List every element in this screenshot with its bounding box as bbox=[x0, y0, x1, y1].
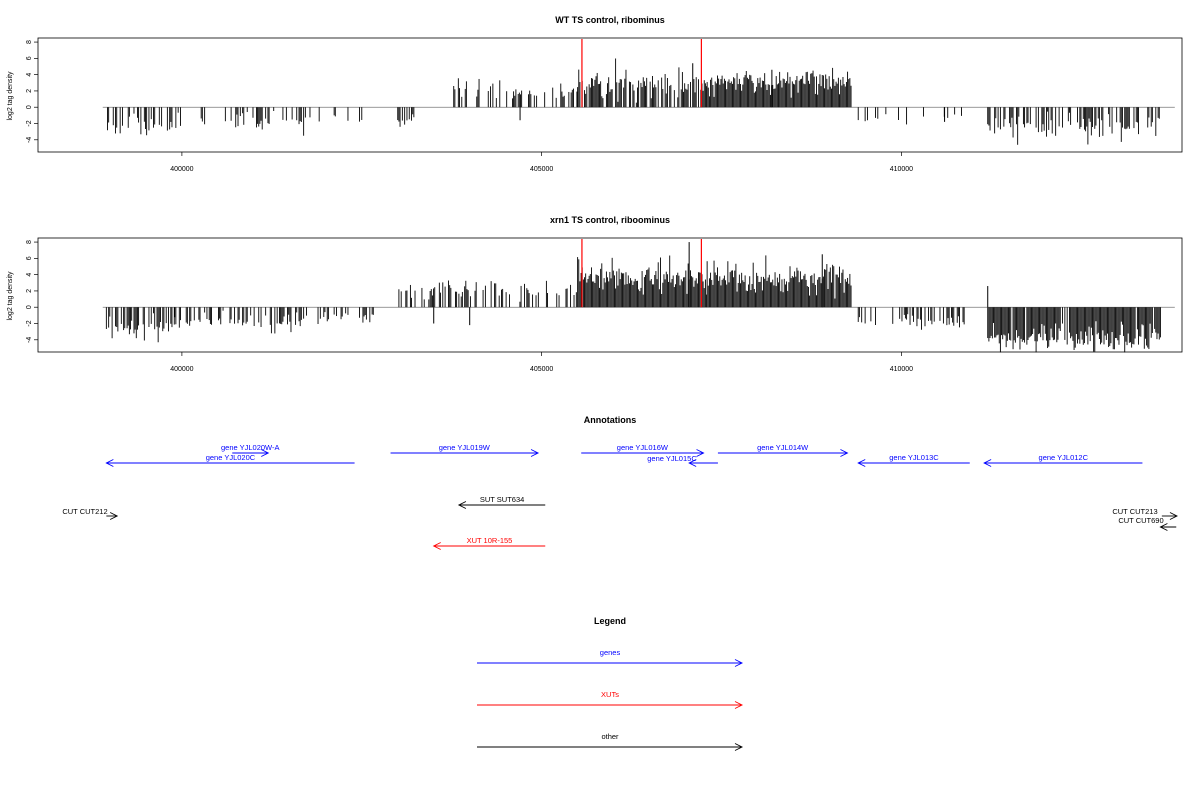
legend-arrow bbox=[477, 701, 744, 709]
marker-lines bbox=[581, 39, 702, 108]
x-tick-label: 400000 bbox=[170, 166, 193, 173]
feature-label: gene YJL016W bbox=[617, 443, 669, 452]
panel-title: WT TS control, ribominus bbox=[555, 15, 665, 25]
y-tick-label: 0 bbox=[26, 305, 33, 309]
panel-title: xrn1 TS control, riboominus bbox=[550, 215, 670, 225]
x-tick-label: 400000 bbox=[170, 366, 193, 373]
gene-arrow bbox=[390, 449, 540, 457]
gene-arrow bbox=[232, 449, 270, 457]
feature-gene: gene YJL013C bbox=[857, 453, 970, 467]
y-axis-label: log2 tag density bbox=[7, 271, 14, 321]
legend-label: genes bbox=[600, 648, 621, 657]
y-tick-label: -2 bbox=[26, 320, 33, 326]
density-bars bbox=[102, 58, 1175, 145]
x-tick-label: 410000 bbox=[890, 166, 913, 173]
legend-item: other bbox=[477, 732, 744, 751]
feature-gene: gene YJL020W-A bbox=[221, 443, 280, 457]
feature-label: CUT CUT213 bbox=[1112, 507, 1157, 516]
gene-arrow bbox=[581, 449, 705, 457]
feature-label: gene YJL020W-A bbox=[221, 443, 280, 452]
gene-arrow bbox=[717, 449, 849, 457]
other-arrow bbox=[457, 501, 546, 509]
y-tick-label: 4 bbox=[26, 73, 33, 77]
y-tick-label: 8 bbox=[26, 240, 33, 244]
feature-gene: gene YJL015C bbox=[647, 454, 718, 467]
y-tick-label: 4 bbox=[26, 273, 33, 277]
other-arrow bbox=[1161, 512, 1178, 520]
feature-label: gene YJL014W bbox=[757, 443, 809, 452]
wt-density-panel: WT TS control, ribominus -4 -2 0 2 4 6 8 log2 … bbox=[7, 15, 1183, 173]
feature-other: CUT CUT213 bbox=[1112, 507, 1178, 520]
feature-label: gene YJL012C bbox=[1039, 453, 1089, 462]
y-tick-label: -4 bbox=[26, 137, 33, 143]
xut-arrow bbox=[432, 542, 546, 550]
feature-other: SUT SUT634 bbox=[457, 495, 546, 509]
y-tick-label: -4 bbox=[26, 337, 33, 343]
gene-arrow bbox=[857, 459, 970, 467]
y-tick-label: -2 bbox=[26, 120, 33, 126]
annotations-title: Annotations bbox=[584, 415, 637, 425]
gene-arrow bbox=[983, 459, 1143, 467]
legend-arrow bbox=[477, 659, 744, 667]
marker-lines bbox=[581, 239, 702, 308]
feature-label: gene YJL015C bbox=[647, 454, 697, 463]
feature-label: gene YJL020C bbox=[206, 453, 256, 462]
y-tick-label: 2 bbox=[26, 89, 33, 93]
y-tick-label: 0 bbox=[26, 105, 33, 109]
legend-item: XUTs bbox=[477, 690, 744, 709]
legend-arrow bbox=[477, 743, 744, 751]
legend-title: Legend bbox=[594, 616, 626, 626]
density-bars bbox=[102, 242, 1175, 353]
feature-label: gene YJL013C bbox=[889, 453, 939, 462]
legend-item: genes bbox=[477, 648, 744, 667]
feature-label: XUT 10R-155 bbox=[467, 536, 513, 545]
x-tick-labels: 400000 405000 410000 bbox=[170, 352, 913, 373]
other-arrow bbox=[106, 512, 119, 520]
y-tick-label: 8 bbox=[26, 40, 33, 44]
feature-gene: gene YJL020C bbox=[105, 453, 355, 467]
gene-arrow bbox=[105, 459, 355, 467]
x-tick-label: 410000 bbox=[890, 366, 913, 373]
y-tick-label: 6 bbox=[26, 256, 33, 260]
plot-frame bbox=[37, 37, 1183, 153]
y-tick-label: 2 bbox=[26, 289, 33, 293]
feature-gene: gene YJL012C bbox=[983, 453, 1143, 467]
feature-gene: gene YJL014W bbox=[717, 443, 849, 457]
legend: Legend genes XUTs other bbox=[477, 616, 744, 751]
gene-arrow bbox=[688, 459, 718, 467]
plot-frame bbox=[37, 237, 1183, 353]
y-tick-labels: -4 -2 0 2 4 6 8 bbox=[26, 40, 38, 143]
feature-xut: XUT 10R-155 bbox=[432, 536, 546, 550]
x-tick-label: 405000 bbox=[530, 166, 553, 173]
feature-other: CUT CUT690 bbox=[1118, 516, 1177, 531]
feature-label: CUT CUT212 bbox=[62, 507, 107, 516]
feature-other: CUT CUT212 bbox=[62, 507, 119, 520]
feature-label: CUT CUT690 bbox=[1118, 516, 1163, 525]
x-tick-labels: 400000 405000 410000 bbox=[170, 152, 913, 173]
feature-gene: gene YJL016W bbox=[581, 443, 705, 457]
legend-label: other bbox=[601, 732, 619, 741]
legend-label: XUTs bbox=[601, 690, 619, 699]
legend-items: genes XUTs other bbox=[477, 648, 744, 751]
x-tick-label: 405000 bbox=[530, 366, 553, 373]
feature-label: SUT SUT634 bbox=[480, 495, 524, 504]
other-arrow bbox=[1159, 523, 1177, 531]
feature-label: gene YJL019W bbox=[439, 443, 491, 452]
y-tick-labels: -4 -2 0 2 4 6 8 bbox=[26, 240, 38, 343]
y-axis-label: log2 tag density bbox=[7, 71, 14, 121]
y-tick-label: 6 bbox=[26, 56, 33, 60]
feature-gene: gene YJL019W bbox=[390, 443, 540, 457]
xrn1-density-panel: xrn1 TS control, riboominus -4 -2 0 2 4 6 8 lo… bbox=[7, 215, 1183, 373]
